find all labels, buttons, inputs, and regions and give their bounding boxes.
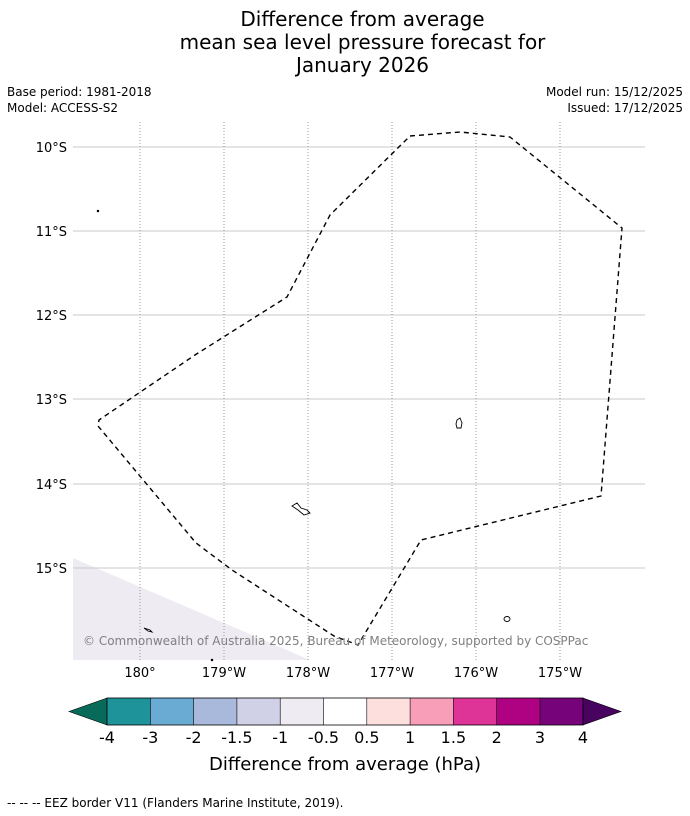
model-name: Model: ACCESS-S2 — [7, 101, 119, 115]
colorbar-frame — [106, 697, 584, 726]
colorbar-segment — [236, 698, 281, 725]
lon-label: 176°W — [454, 666, 498, 681]
island-outline — [503, 616, 511, 622]
colorbar-segment — [150, 698, 194, 725]
colorbar-dividers — [150, 698, 541, 725]
colorbar-segment — [280, 698, 324, 725]
colorbar-high-extend — [582, 697, 622, 726]
lat-label: 14°S — [36, 478, 67, 493]
colorbar-segment — [107, 698, 151, 725]
issued-date: Issued: 17/12/2025 — [567, 101, 683, 115]
colorbar-tick-label: -1.5 — [221, 728, 252, 747]
lat-label: 12°S — [36, 309, 67, 324]
colorbar-tick-label: -2 — [186, 728, 202, 747]
island-dot — [210, 658, 214, 662]
islands — [96, 209, 511, 662]
latitude-labels: 10°S 11°S 12°S 13°S 14°S 15°S — [36, 141, 67, 577]
colorbar-tick-label: 0.5 — [354, 728, 379, 747]
lat-label: 10°S — [36, 141, 67, 156]
title-line-3: January 2026 — [295, 53, 430, 77]
colorbar-tick-label: 3 — [535, 728, 545, 747]
copyright-text: © Commonwealth of Australia 2025, Bureau… — [83, 634, 588, 648]
chart-title: Difference from average mean sea level p… — [0, 8, 690, 77]
colorbar-label: Difference from average (hPa) — [209, 754, 481, 775]
colorbar-tick-label: -3 — [142, 728, 158, 747]
colorbar-ticks: -4 -3 -2 -1.5 -1 -0.5 0.5 1 1.5 2 3 4 — [99, 728, 588, 747]
colorbar-tick-label: 1 — [405, 728, 415, 747]
colorbar-tick-label: 1.5 — [441, 728, 466, 747]
base-period: Base period: 1981-2018 — [7, 85, 152, 99]
longitude-labels: 180° 179°W 178°W 177°W 176°W 175°W — [124, 666, 582, 681]
eez-legend: -- -- -- EEZ border V11 (Flanders Marine… — [7, 796, 344, 810]
model-run: Model run: 15/12/2025 — [545, 85, 683, 99]
title-line-1: Difference from average — [240, 7, 485, 31]
island-outline — [455, 417, 463, 429]
island-dot — [96, 209, 100, 213]
colorbar-segment — [410, 698, 454, 725]
colorbar-segment — [496, 698, 540, 725]
colorbar-segment — [540, 698, 583, 725]
colorbar — [68, 697, 622, 726]
colorbar-segment — [323, 698, 367, 725]
colorbar-segment — [193, 698, 237, 725]
longitude-gridlines — [139, 122, 561, 660]
meta-right: Model run: 15/12/2025 Issued: 17/12/2025 — [546, 84, 683, 116]
colorbar-low-extend — [68, 697, 108, 726]
island-outline — [143, 627, 154, 633]
colorbar-tick-label: 4 — [578, 728, 588, 747]
lat-label: 11°S — [36, 225, 67, 240]
colorbar-tick-label: -1 — [272, 728, 288, 747]
colorbar-tick-label: -0.5 — [308, 728, 339, 747]
latitude-gridlines — [73, 146, 645, 569]
colorbar-tick-label: -4 — [99, 728, 115, 747]
lon-label: 175°W — [538, 666, 582, 681]
colorbar-tick-label: 2 — [492, 728, 502, 747]
eez-border — [97, 131, 623, 646]
lon-label: 179°W — [202, 666, 246, 681]
title-line-2: mean sea level pressure forecast for — [179, 30, 546, 54]
lon-label: 180° — [124, 666, 155, 681]
meta-left: Base period: 1981-2018 Model: ACCESS-S2 — [7, 84, 152, 116]
island-outline — [291, 502, 311, 516]
colorbar-segment — [366, 698, 411, 725]
colorbar-segment — [453, 698, 497, 725]
lon-label: 178°W — [286, 666, 330, 681]
anomaly-shading — [73, 558, 310, 660]
lat-label: 15°S — [36, 562, 67, 577]
lat-label: 13°S — [36, 393, 67, 408]
lon-label: 177°W — [370, 666, 414, 681]
